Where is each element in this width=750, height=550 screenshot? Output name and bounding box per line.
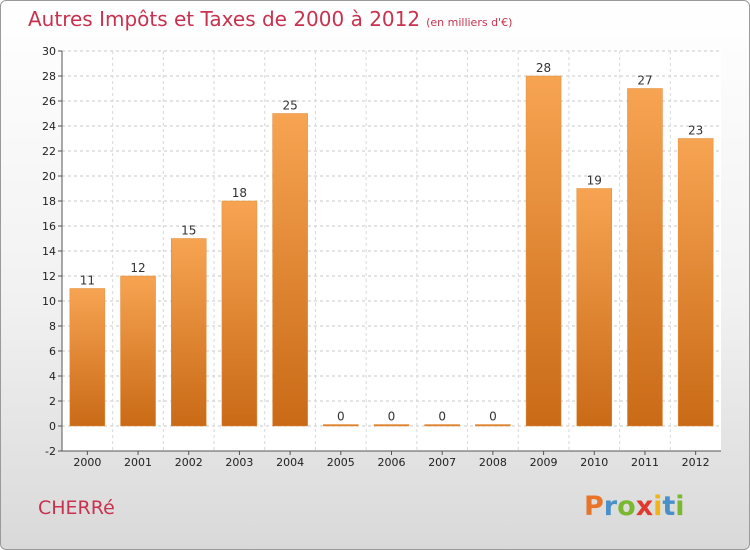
x-tick-label: 2003	[225, 456, 253, 469]
y-tick-label: 18	[42, 195, 56, 208]
x-tick-label: 2000	[73, 456, 101, 469]
logo-letter: o	[617, 491, 636, 522]
y-tick-label: 28	[42, 70, 56, 83]
x-tick-label: 2012	[682, 456, 710, 469]
logo-letter: x	[635, 491, 654, 522]
data-label: 23	[688, 124, 703, 138]
data-label: 18	[232, 186, 247, 200]
y-tick-label: 8	[49, 320, 56, 333]
bar	[69, 288, 106, 427]
x-tick-label: 2009	[530, 456, 558, 469]
logo-letter: i	[675, 491, 685, 522]
data-label: 27	[637, 74, 652, 88]
y-tick-label: 2	[49, 395, 56, 408]
data-label: 0	[489, 410, 497, 424]
bar	[170, 238, 207, 427]
x-tick-label: 2001	[124, 456, 152, 469]
bar	[221, 200, 258, 427]
x-tick-label: 2006	[378, 456, 406, 469]
bar	[323, 424, 359, 427]
y-tick-label: 14	[42, 245, 56, 258]
x-tick-label: 2010	[580, 456, 608, 469]
data-label: 11	[80, 274, 95, 288]
y-tick-label: 16	[42, 220, 56, 233]
y-tick-label: 12	[42, 270, 56, 283]
bar	[120, 275, 156, 427]
bar	[576, 188, 613, 427]
logo-letter: i	[653, 491, 663, 522]
commune-name: CHERRé	[38, 497, 115, 519]
x-tick-label: 2002	[175, 456, 203, 469]
x-tick-label: 2008	[479, 456, 507, 469]
y-tick-label: 24	[42, 120, 56, 133]
data-label: 0	[337, 410, 345, 424]
data-label: 19	[587, 174, 602, 188]
bar	[525, 75, 562, 427]
title-text: Autres Impôts et Taxes de 2000 à 2012	[28, 7, 421, 31]
y-tick-label: 30	[42, 45, 56, 58]
logo-letter: t	[662, 491, 676, 522]
data-label: 0	[388, 410, 396, 424]
data-label: 25	[282, 99, 297, 113]
y-tick-label: 6	[49, 345, 56, 358]
y-tick-label: 20	[42, 170, 56, 183]
y-tick-label: -2	[45, 445, 56, 458]
bar	[627, 88, 663, 427]
data-label: 0	[438, 410, 446, 424]
chart-title: Autres Impôts et Taxes de 2000 à 2012 (en…	[28, 7, 512, 31]
logo-letter: r	[603, 491, 618, 522]
bar	[272, 113, 308, 427]
x-tick-label: 2007	[428, 456, 456, 469]
bar	[677, 138, 714, 427]
y-tick-label: 26	[42, 95, 56, 108]
unit-label: (en milliers d'€)	[426, 16, 513, 29]
x-tick-label: 2004	[276, 456, 304, 469]
data-label: 28	[536, 61, 551, 75]
x-tick-label: 2011	[631, 456, 659, 469]
y-tick-label: 4	[49, 370, 56, 383]
bar	[475, 424, 511, 427]
y-tick-label: 10	[42, 295, 56, 308]
x-tick-label: 2005	[327, 456, 355, 469]
data-label: 15	[181, 224, 196, 238]
y-tick-label: 0	[49, 420, 56, 433]
logo-letter: P	[584, 491, 604, 522]
data-label: 12	[130, 261, 145, 275]
y-tick-label: 22	[42, 145, 56, 158]
proxiti-logo: Proxiti	[584, 491, 685, 522]
bar	[424, 424, 460, 427]
bar	[373, 424, 410, 427]
